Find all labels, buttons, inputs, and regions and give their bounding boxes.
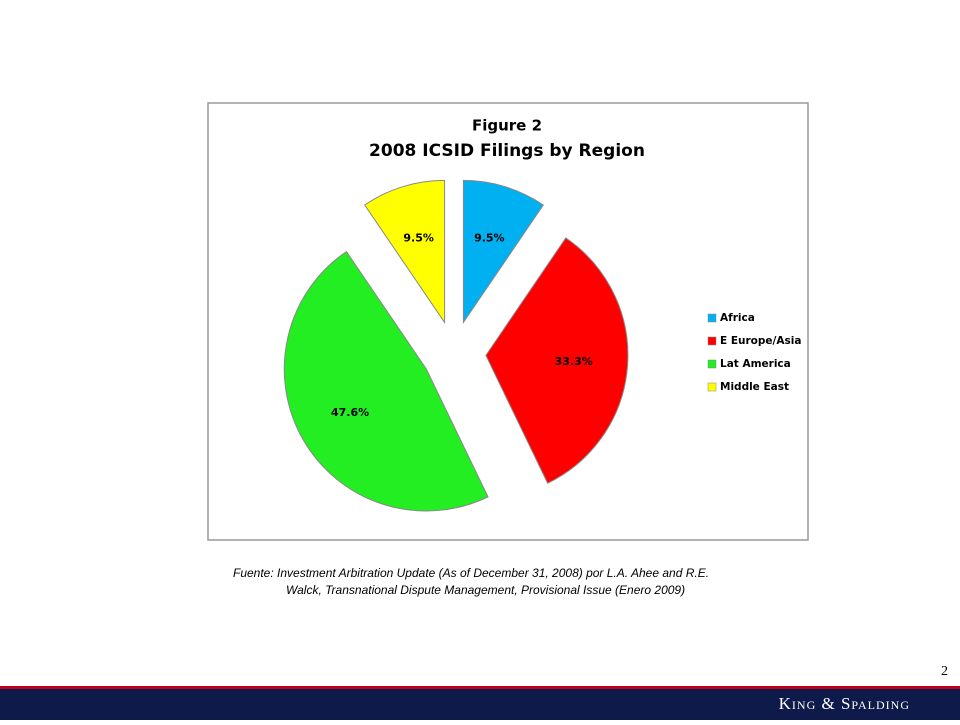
pie-slice	[283, 250, 489, 512]
source-line: Fuente: Investment Arbitration Update (A…	[233, 566, 709, 580]
footer-bar	[0, 689, 960, 720]
pie-slice	[485, 237, 629, 484]
chart-title: Figure 2	[472, 117, 542, 135]
source-line: Walck, Transnational Dispute Management,…	[286, 583, 685, 597]
data-label: 47.6%	[331, 406, 369, 419]
legend-swatch	[707, 382, 717, 392]
legend-swatch	[707, 359, 717, 369]
legend-label: Lat America	[720, 358, 791, 370]
legend-label: Middle East	[720, 381, 789, 393]
footer-rule	[0, 686, 960, 689]
chart-subtitle: 2008 ICSID Filings by Region	[369, 141, 645, 161]
legend-label: Africa	[720, 312, 755, 324]
data-label: 33.3%	[555, 355, 593, 368]
pie-slice	[462, 179, 544, 325]
page-number: 2	[941, 664, 948, 679]
legend-swatch	[707, 336, 717, 346]
legend-swatch	[707, 313, 717, 323]
data-label: 9.5%	[474, 231, 505, 244]
brand: King & Spalding	[779, 694, 910, 713]
pie-slice	[364, 179, 446, 325]
legend-label: E Europe/Asia	[720, 335, 801, 347]
data-label: 9.5%	[403, 231, 434, 244]
